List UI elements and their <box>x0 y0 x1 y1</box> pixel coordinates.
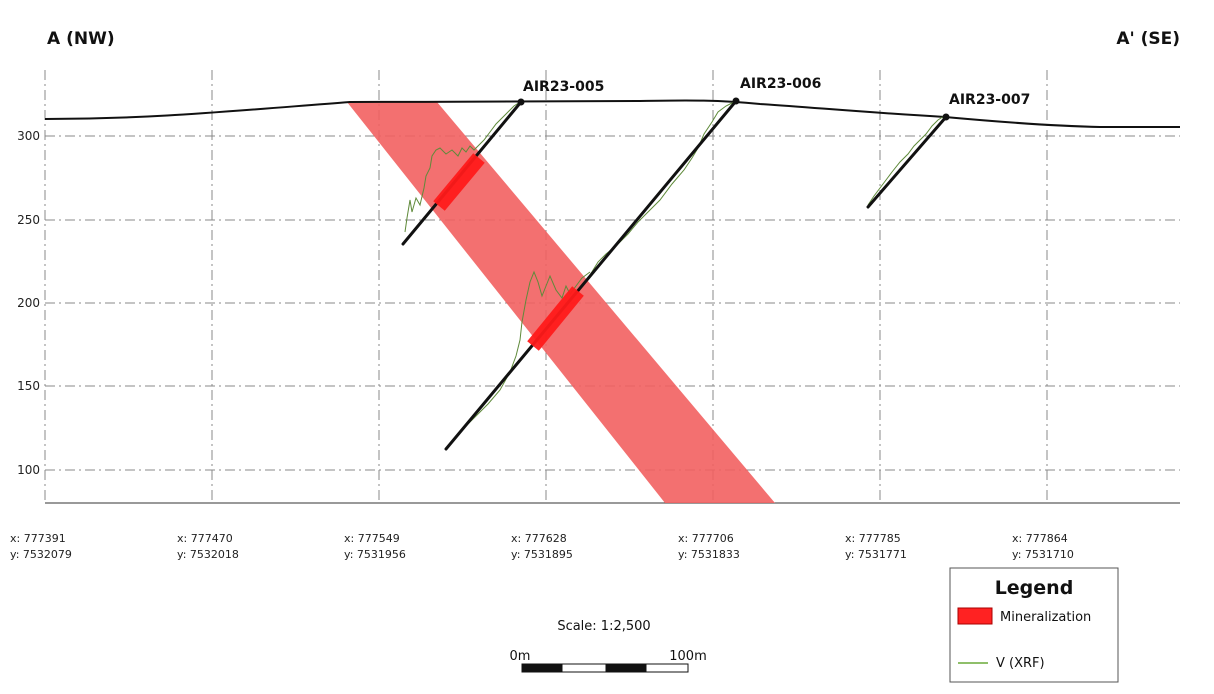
collars <box>517 97 950 121</box>
intercept-air23-005 <box>433 153 485 211</box>
xrf-trace-air23-006-lower <box>447 270 591 447</box>
elevation-tick: 100 <box>17 463 40 477</box>
drillhole-air23-006 <box>444 99 738 451</box>
scale-segment <box>521 663 563 673</box>
coord-x: x: 777785 <box>845 532 901 545</box>
intercept-air23-006 <box>527 286 584 351</box>
elevation-tick: 250 <box>17 213 40 227</box>
coord-y: y: 7531710 <box>1012 548 1074 561</box>
collar-air23-005 <box>517 98 525 106</box>
grid <box>44 70 1180 503</box>
legend-title: Legend <box>995 577 1074 599</box>
elevation-tick: 300 <box>17 129 40 143</box>
label-air23-007: AIR23-007 <box>949 92 1030 108</box>
coord-x: x: 777391 <box>10 532 66 545</box>
drillhole-air23-007 <box>866 115 948 209</box>
section-start-label: A (NW) <box>47 29 115 49</box>
scale-segment <box>645 663 689 673</box>
scale-start-label: 0m <box>510 649 531 664</box>
legend-label-xrf: V (XRF) <box>996 656 1045 671</box>
coord-x: x: 777864 <box>1012 532 1068 545</box>
coord-y: y: 7532079 <box>10 548 72 561</box>
scale-label: Scale: 1:2,500 <box>557 619 650 634</box>
topography-line <box>44 99 1180 128</box>
coord-y: y: 7531771 <box>845 548 907 561</box>
coord-y: y: 7531833 <box>678 548 740 561</box>
coordinate-labels: x: 777391 y: 7532079 x: 777470 y: 753201… <box>10 532 1074 561</box>
collar-air23-006 <box>732 97 740 105</box>
coord-y: y: 7532018 <box>177 548 239 561</box>
coord-x: x: 777628 <box>511 532 567 545</box>
legend-swatch-mineralization <box>957 607 993 625</box>
coord-x: x: 777549 <box>344 532 400 545</box>
legend-label-mineralization: Mineralization <box>1000 610 1091 625</box>
label-air23-005: AIR23-005 <box>523 79 604 95</box>
scale-end-label: 100m <box>669 649 706 664</box>
coord-x: x: 777470 <box>177 532 233 545</box>
intercepts <box>433 153 584 351</box>
scale-segment <box>605 663 647 673</box>
elevation-axis: 300 250 200 150 100 <box>17 129 40 477</box>
elevation-tick: 150 <box>17 379 40 393</box>
scale-segment <box>561 663 607 673</box>
xrf-trace-air23-005 <box>404 101 521 233</box>
coord-x: x: 777706 <box>678 532 734 545</box>
label-air23-006: AIR23-006 <box>740 76 821 92</box>
xrf-trace-air23-007 <box>867 115 945 206</box>
section-end-label: A' (SE) <box>1116 29 1180 49</box>
legend: Legend Mineralization V (XRF) <box>949 567 1119 683</box>
scale-bar: Scale: 1:2,500 0m 100m <box>510 619 707 673</box>
coord-y: y: 7531956 <box>344 548 406 561</box>
coord-y: y: 7531895 <box>511 548 573 561</box>
elevation-tick: 200 <box>17 296 40 310</box>
collar-air23-007 <box>942 113 950 121</box>
